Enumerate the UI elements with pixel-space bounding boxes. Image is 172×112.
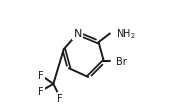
Text: F: F [38, 71, 44, 81]
Text: F: F [38, 86, 44, 96]
Text: N: N [73, 29, 82, 39]
Text: NH$_2$: NH$_2$ [116, 27, 136, 41]
Text: F: F [57, 93, 63, 103]
Text: Br: Br [116, 57, 127, 67]
